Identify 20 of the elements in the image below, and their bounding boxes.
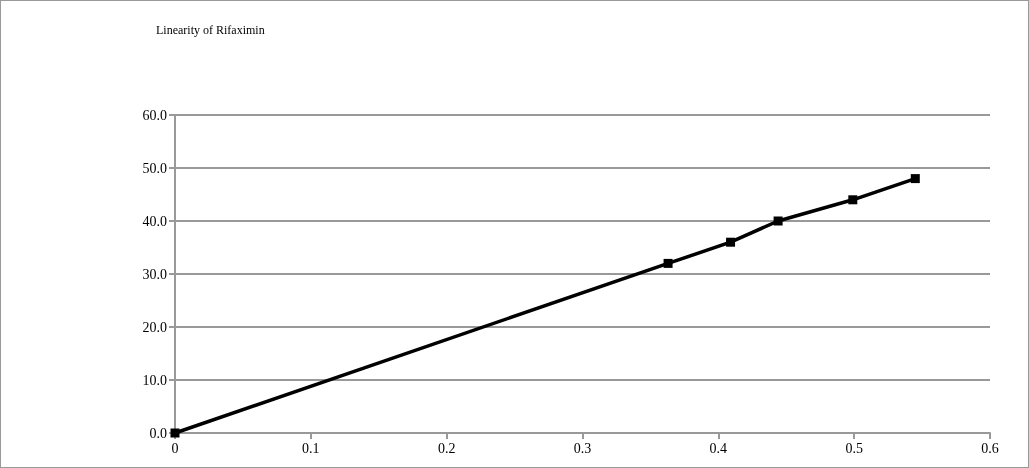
y-tick-label: 10.0: [142, 372, 167, 388]
chart-title: Linearity of Rifaximin: [156, 23, 265, 37]
y-tick-label: 60.0: [142, 107, 167, 123]
y-tick-label: 40.0: [142, 213, 167, 229]
x-tick-label: 0.6: [981, 440, 999, 456]
y-tick-label: 0.0: [149, 425, 167, 441]
point: [773, 216, 783, 226]
x-tick-label: 0.4: [709, 440, 728, 456]
x-tick-label: 0: [171, 440, 179, 456]
y-tick-label: 30.0: [142, 266, 167, 282]
x-tick-label: 0.3: [573, 440, 592, 456]
x-tick-label: 0.1: [302, 440, 320, 456]
y-tick-label: 50.0: [142, 160, 167, 176]
point: [663, 258, 673, 268]
x-tick-label: 0.5: [845, 440, 863, 456]
point: [848, 195, 858, 205]
point: [726, 237, 736, 247]
x-tick-label: 0.2: [437, 440, 456, 456]
point: [910, 174, 920, 184]
y-tick-label: 20.0: [142, 319, 167, 335]
